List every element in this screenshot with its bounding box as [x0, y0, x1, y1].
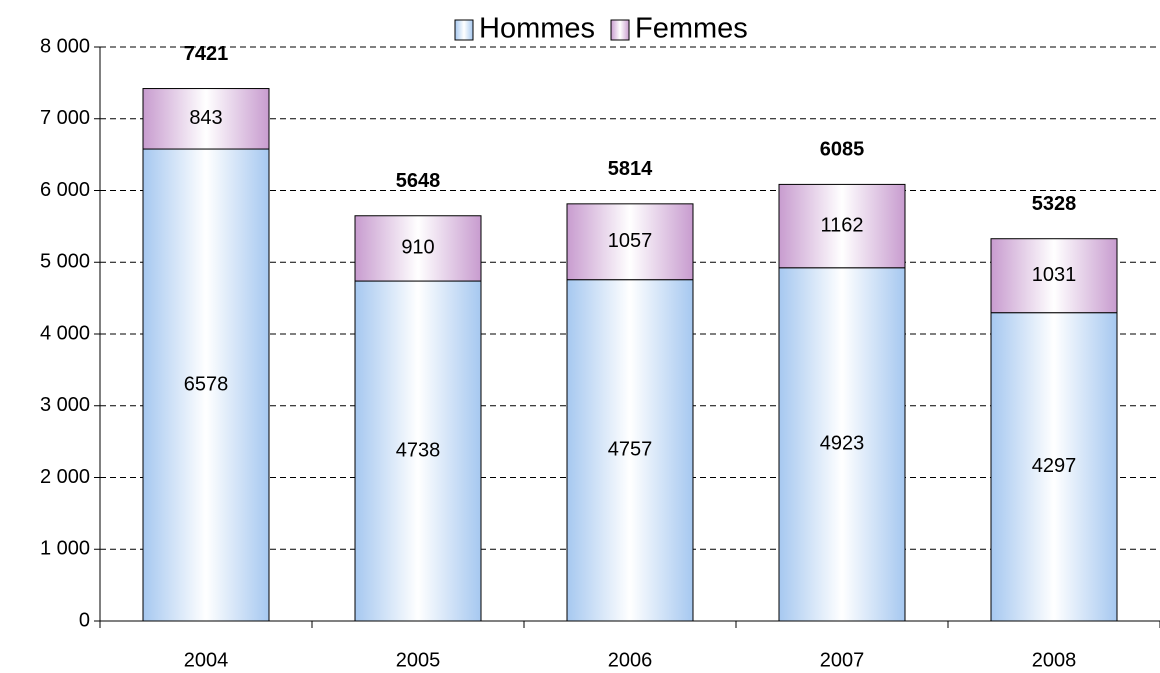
y-tick-label: 3 000 [40, 394, 90, 416]
y-tick-label: 5 000 [40, 251, 90, 273]
value-label: 843 [189, 107, 222, 129]
y-tick-label: 4 000 [40, 322, 90, 344]
bar-segment [142, 88, 270, 150]
x-tick-label: 2008 [1032, 649, 1077, 671]
total-label: 5814 [608, 158, 653, 180]
bar-segment [566, 279, 694, 622]
y-tick-label: 2 000 [40, 466, 90, 488]
value-label: 1031 [1032, 264, 1077, 286]
y-tick-label: 8 000 [40, 35, 90, 57]
total-label: 6085 [820, 139, 865, 161]
bar-segment [142, 148, 270, 622]
bar-segment [990, 312, 1118, 622]
y-tick-label: 7 000 [40, 107, 90, 129]
value-label: 4757 [608, 439, 653, 461]
x-tick-label: 2006 [608, 649, 653, 671]
value-label: 4297 [1032, 455, 1077, 477]
total-label: 7421 [184, 43, 229, 65]
legend-label: Hommes [479, 13, 595, 45]
value-label: 4923 [820, 433, 865, 455]
value-label: 910 [401, 237, 434, 259]
y-tick-label: 0 [79, 609, 90, 631]
y-tick-label: 6 000 [40, 179, 90, 201]
total-label: 5328 [1032, 193, 1077, 215]
value-label: 6578 [184, 373, 229, 395]
x-tick-label: 2007 [820, 649, 865, 671]
total-label: 5648 [396, 170, 441, 192]
x-tick-label: 2005 [396, 649, 441, 671]
bar-segment [354, 280, 482, 622]
bar-segment [778, 183, 906, 269]
x-tick-label: 2004 [184, 649, 229, 671]
bar-segment [566, 203, 694, 281]
value-label: 4738 [396, 439, 441, 461]
bar-segment [354, 215, 482, 282]
legend-swatch [610, 19, 630, 41]
y-tick-label: 1 000 [40, 538, 90, 560]
value-label: 1057 [608, 230, 653, 252]
bar-segment [990, 238, 1118, 314]
value-label: 1162 [820, 214, 863, 236]
legend-label: Femmes [635, 13, 748, 45]
bar-segment [778, 267, 906, 622]
legend-swatch [454, 19, 474, 41]
